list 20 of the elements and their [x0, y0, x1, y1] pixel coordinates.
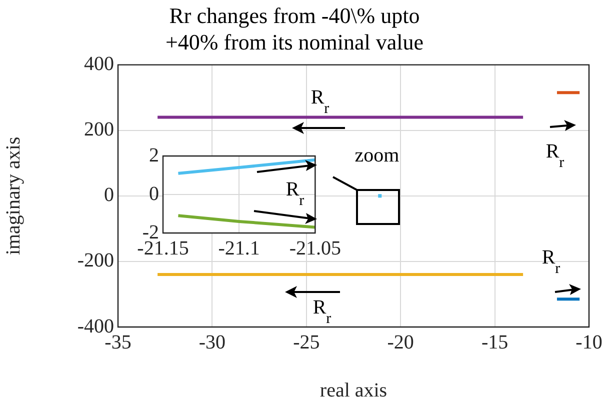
x-tick-label: -15 — [481, 331, 508, 354]
text: +40% from its nominal value — [165, 29, 424, 54]
x-tick-label: -21.15 — [137, 237, 189, 260]
y-tick-label: 400 — [84, 53, 114, 76]
x-tick-label: -21.05 — [289, 237, 342, 260]
x-tick-label: -20 — [387, 331, 414, 354]
y-tick-label: 0 — [104, 184, 114, 206]
y-tick-label: 0 — [149, 182, 159, 205]
x-tick-label: -30 — [198, 331, 226, 354]
y-tick-label: 2 — [149, 144, 159, 166]
y-tick-label: -400 — [77, 315, 114, 338]
text: Rr changes from -40\% upto — [169, 2, 420, 28]
x-tick-label: -21.1 — [218, 237, 260, 260]
y-tick-label: -200 — [77, 250, 114, 272]
y-axis-title: imaginary axis — [2, 136, 24, 256]
x-axis-title: real axis — [320, 379, 388, 402]
x-tick-label: -25 — [293, 331, 320, 354]
y-tick-label: 200 — [84, 118, 114, 141]
x-tick-label: -10 — [576, 331, 602, 354]
annotation: zoom — [354, 144, 400, 166]
